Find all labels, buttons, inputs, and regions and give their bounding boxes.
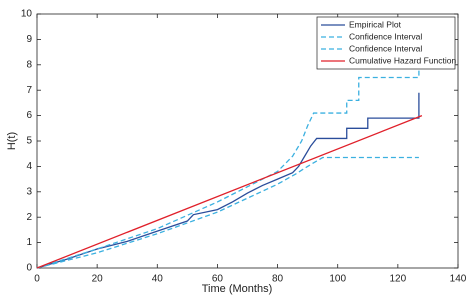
x-tick-label: 80 xyxy=(272,274,284,285)
x-axis-label: Time (Months) xyxy=(202,283,273,295)
series-line xyxy=(36,92,420,269)
y-tick-label: 1 xyxy=(26,237,32,248)
legend-label: Confidence Interval xyxy=(349,43,422,53)
y-tick-label: 8 xyxy=(26,59,32,70)
x-tick-label: 140 xyxy=(450,274,467,285)
series-line xyxy=(36,57,420,269)
legend-label: Empirical Plot xyxy=(349,19,402,29)
y-tick-label: 7 xyxy=(26,85,32,96)
y-tick-label: 2 xyxy=(26,212,32,223)
y-axis-label: H(t) xyxy=(6,132,18,150)
x-tick-label: 20 xyxy=(92,274,104,285)
legend-label: Cumulative Hazard Function xyxy=(349,55,457,65)
legend-box xyxy=(316,16,456,70)
x-tick-label: 40 xyxy=(152,274,164,285)
series-line xyxy=(36,114,423,269)
legend-label: Confidence Interval xyxy=(349,31,422,41)
y-tick-label: 5 xyxy=(26,136,32,147)
y-tick-label: 0 xyxy=(26,263,32,274)
legend: Empirical Plot Confidence Interval Confide… xyxy=(316,16,457,70)
y-tick-label: 10 xyxy=(21,9,33,20)
y-tick-label: 4 xyxy=(26,161,32,172)
y-tick-label: 6 xyxy=(26,110,32,121)
x-tick-label: 120 xyxy=(390,274,407,285)
series-line xyxy=(36,156,419,269)
x-tick-label: 60 xyxy=(212,274,224,285)
x-tick-label: 100 xyxy=(329,274,346,285)
x-tick-label: 0 xyxy=(34,274,40,285)
y-tick-label: 3 xyxy=(26,186,32,197)
y-tick-label: 9 xyxy=(26,34,32,45)
